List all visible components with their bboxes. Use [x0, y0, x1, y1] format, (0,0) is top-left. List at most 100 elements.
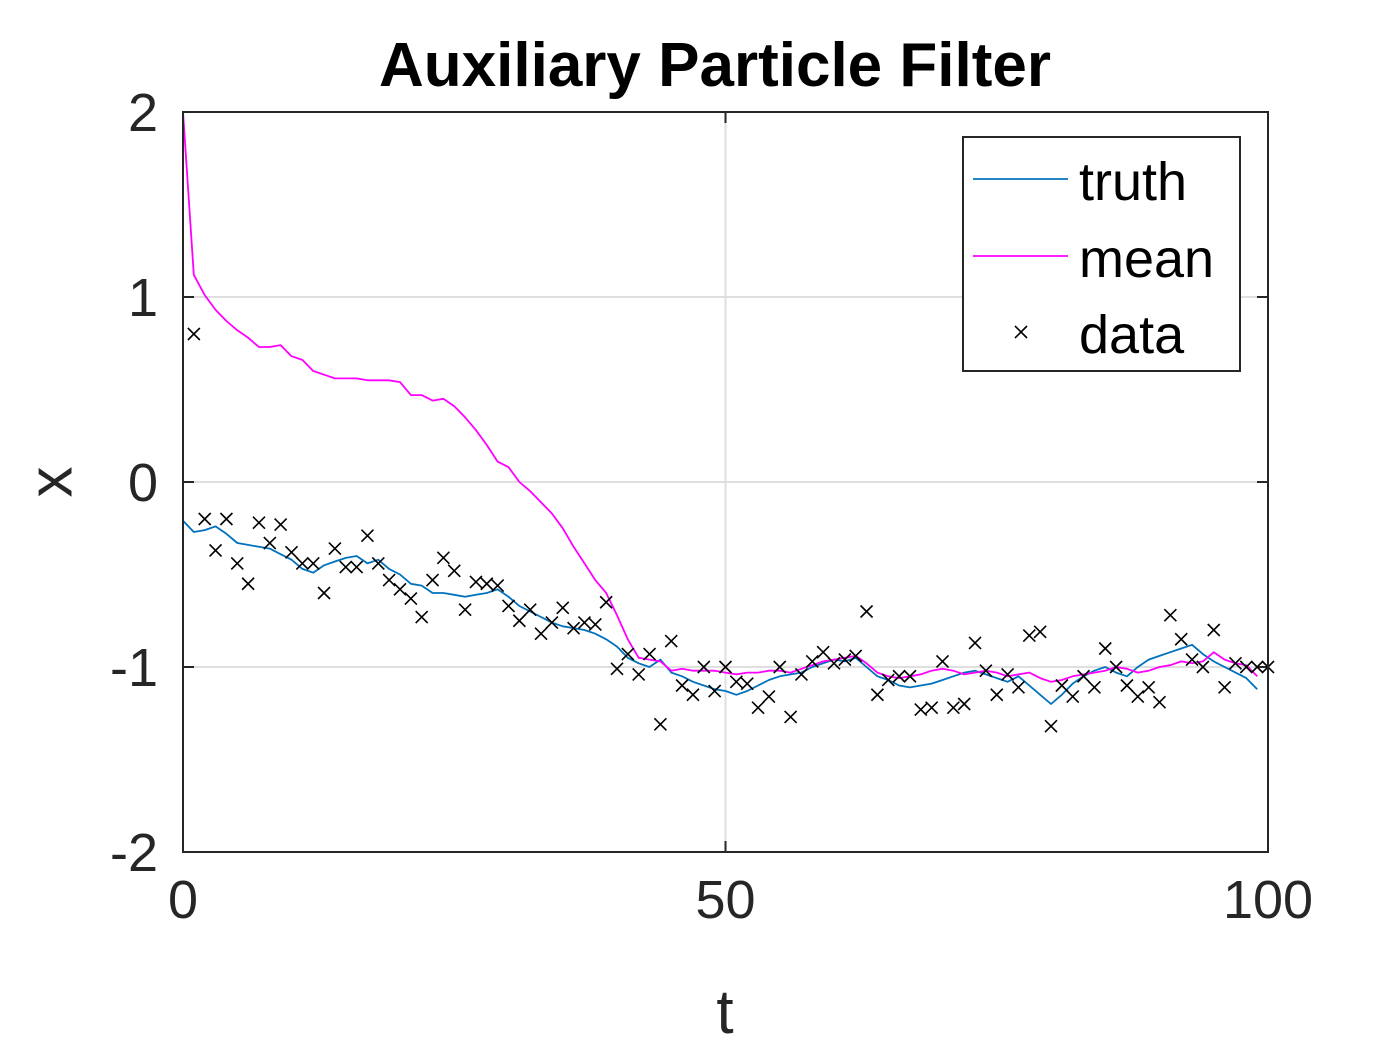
data-point-marker [1044, 719, 1058, 733]
data-point-marker [1207, 623, 1221, 637]
data-point-marker [382, 573, 396, 587]
data-point-marker [979, 664, 993, 678]
data-point-marker [990, 688, 1004, 702]
data-point-marker [458, 603, 472, 617]
data-point-marker [653, 717, 667, 731]
data-point-marker [425, 573, 440, 587]
data-point-marker [784, 710, 798, 724]
x-tick-label: 100 [1223, 870, 1313, 930]
x-axis-label: t [716, 978, 733, 1047]
data-point-marker [512, 614, 526, 628]
data-point-marker [621, 647, 635, 661]
data-point-marker [1066, 690, 1080, 704]
y-tick-label: -1 [110, 638, 158, 698]
legend-label-data: data [1079, 305, 1185, 365]
data-point-marker [892, 669, 906, 683]
data-point-marker [219, 512, 233, 526]
data-point-marker [567, 621, 581, 635]
legend-swatch-data [1014, 325, 1028, 339]
data-point-marker [284, 545, 299, 559]
data-point-marker [946, 701, 960, 715]
data-point-marker [1163, 608, 1177, 622]
data-point-marker [1250, 660, 1264, 674]
data-point-marker [838, 653, 852, 667]
legend-label-mean: mean [1079, 229, 1214, 289]
data-point-marker [1239, 660, 1253, 674]
data-point-marker [252, 516, 266, 530]
data-point-marker [350, 560, 364, 574]
data-point-marker [740, 677, 754, 691]
data-point-marker [523, 603, 537, 617]
data-point-marker [794, 667, 809, 681]
data-point-marker [1218, 680, 1232, 694]
data-point-marker [469, 575, 483, 589]
data-point-marker [903, 669, 917, 683]
y-axis-label: x [16, 467, 85, 498]
data-point-marker [1087, 680, 1101, 694]
x-tick-label: 0 [168, 870, 198, 930]
data-point-marker [751, 701, 765, 715]
data-point-marker [1120, 678, 1134, 693]
data-point-marker [588, 617, 602, 632]
data-point-marker [1228, 656, 1243, 670]
series-truth-line [182, 520, 1258, 705]
data-point-marker [545, 616, 559, 630]
data-point-marker [708, 684, 722, 698]
y-tick-label: 2 [128, 83, 158, 143]
data-point-marker [1131, 690, 1145, 704]
data-point-marker [534, 627, 548, 641]
data-point-marker [816, 645, 830, 659]
data-point-marker [1033, 625, 1047, 639]
data-point-marker [870, 688, 884, 702]
data-point-marker [306, 556, 320, 570]
data-point-marker [328, 542, 342, 556]
data-point-marker [1185, 653, 1199, 667]
data-point-marker [729, 675, 743, 689]
x-tick-label: 50 [695, 870, 755, 930]
data-point-marker [198, 512, 212, 526]
data-point-marker [1076, 669, 1091, 683]
data-point-marker [393, 582, 407, 596]
y-tick-label: 0 [128, 453, 158, 513]
data-point-marker [263, 536, 277, 550]
data-point-marker [1109, 660, 1123, 674]
data-point-marker [577, 616, 592, 630]
data-point-marker [849, 649, 863, 663]
data-point-marker [968, 636, 982, 650]
plot-frame [182, 111, 1269, 853]
data-point-marker [697, 660, 711, 674]
data-point-marker [404, 591, 418, 606]
data-point-marker [274, 517, 288, 532]
data-point-marker [805, 654, 819, 669]
data-point-marker [686, 688, 700, 702]
data-point-marker [762, 690, 776, 704]
data-point-marker [1098, 641, 1112, 656]
data-point-marker [925, 701, 939, 715]
data-point-marker [1011, 680, 1026, 694]
data-point-marker [241, 577, 255, 591]
chart-title: Auxiliary Particle Filter [379, 31, 1051, 100]
data-point-marker [664, 634, 678, 648]
data-point-marker [436, 551, 450, 565]
tick-labels: 0 50 100 -2 -1 0 1 2 [110, 83, 1313, 930]
legend-box [962, 136, 1241, 372]
data-point-marker [1152, 695, 1167, 709]
data-point-marker [360, 529, 375, 543]
data-point-marker [642, 647, 657, 661]
data-point-marker [230, 556, 244, 570]
data-point-marker [1001, 667, 1015, 681]
data-point-marker [556, 601, 570, 615]
y-tick-label: -2 [110, 823, 158, 883]
data-point-marker [491, 579, 505, 593]
data-point-marker [773, 660, 787, 674]
legend-label-truth: truth [1079, 152, 1187, 212]
data-point-marker [675, 678, 689, 693]
data-point-marker [718, 660, 733, 674]
data-point-marker [935, 654, 950, 669]
data-point-marker [371, 556, 385, 570]
data-point-marker [1174, 632, 1188, 646]
data-point-marker [632, 667, 646, 681]
legend: truth mean data [962, 136, 1241, 372]
